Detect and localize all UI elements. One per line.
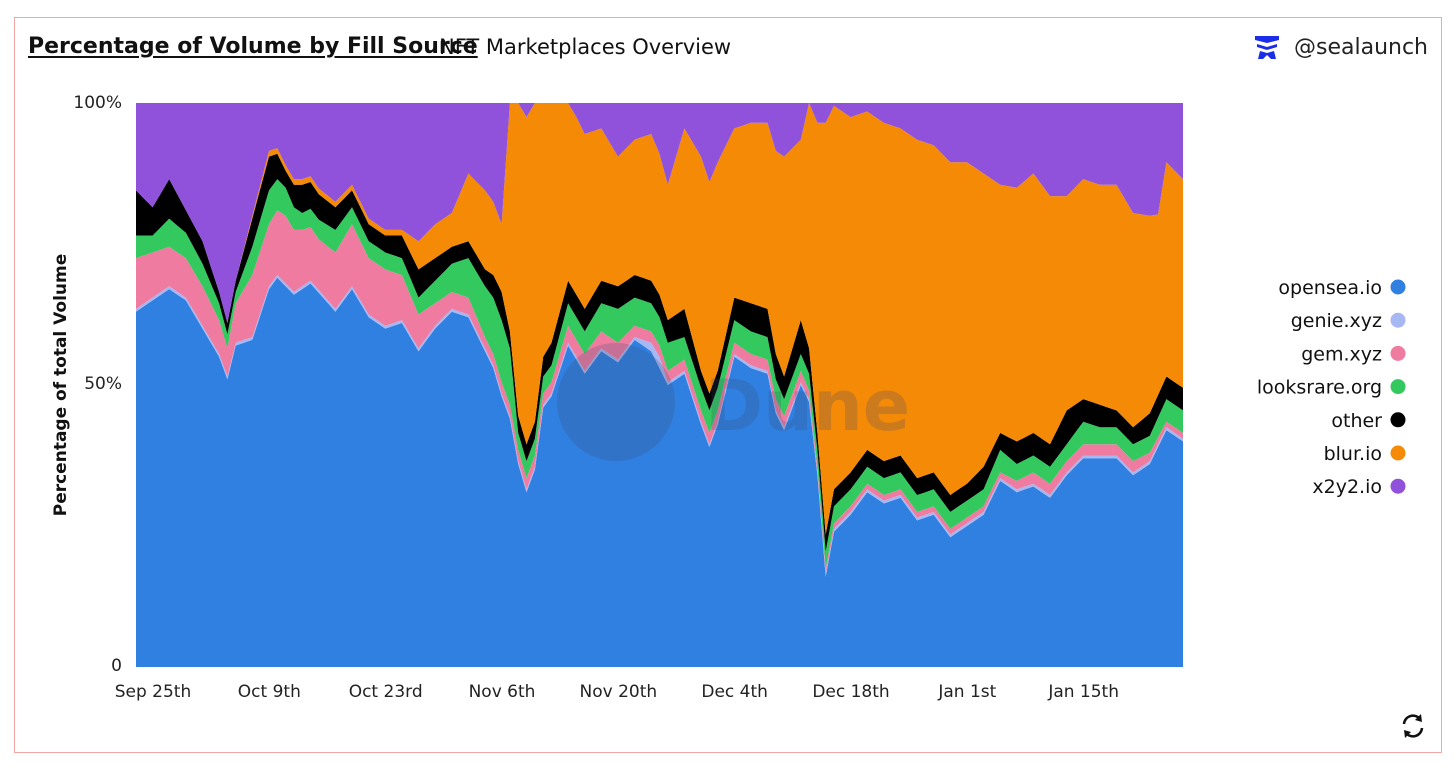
chart-card [14, 17, 1442, 753]
sealaunch-logo-icon [1255, 36, 1279, 59]
brand[interactable]: @sealaunch [1254, 34, 1428, 60]
brand-handle: @sealaunch [1294, 34, 1428, 60]
chart-subtitle: NFT Marketplaces Overview [439, 35, 732, 59]
refresh-icon[interactable] [1398, 711, 1428, 741]
chart-title[interactable]: Percentage of Volume by Fill Source [28, 34, 478, 59]
